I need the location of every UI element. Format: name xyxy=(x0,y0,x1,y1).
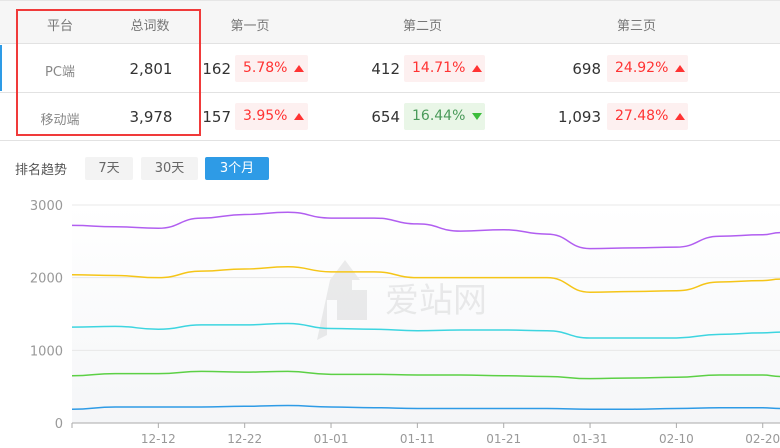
x-tick-label: 12-22 xyxy=(227,432,262,446)
page3-count: 1,093 xyxy=(558,108,601,126)
range-7d-button[interactable]: 7天 xyxy=(85,157,133,180)
change-badge: 16.44% xyxy=(404,103,485,130)
header-total: 总词数 xyxy=(130,19,170,34)
watermark-logo: 爱站网 xyxy=(317,260,487,340)
change-percent: 5.78% xyxy=(243,60,288,76)
x-tick-label: 01-31 xyxy=(573,432,608,446)
series-line-4 xyxy=(71,404,780,410)
series-line-3 xyxy=(71,370,780,380)
change-badge: 3.95% xyxy=(235,103,308,130)
arrow-down-icon xyxy=(472,112,483,120)
table-row[interactable]: 移动端 3,978 157 3.95% 654 16.44% 1,093 27.… xyxy=(0,93,780,141)
change-badge: 5.78% xyxy=(235,55,308,82)
platform-name: 移动端 xyxy=(40,113,80,128)
range-3m-button[interactable]: 3个月 xyxy=(205,157,269,180)
arrow-up-icon xyxy=(294,64,305,72)
series-line-0 xyxy=(71,211,780,250)
page1-count: 157 xyxy=(202,108,231,126)
x-tick-label: 01-01 xyxy=(314,432,349,446)
total-count: 3,978 xyxy=(129,108,173,126)
x-tick-label: 01-21 xyxy=(486,432,521,446)
change-percent: 16.44% xyxy=(412,108,466,124)
table-header: 平台 总词数 第一页 第二页 第三页 xyxy=(0,0,780,44)
change-percent: 27.48% xyxy=(615,108,669,124)
header-page2: 第二页 xyxy=(403,19,443,34)
page2-count: 412 xyxy=(371,60,400,78)
selected-row-indicator xyxy=(0,45,2,91)
series-line-1 xyxy=(71,266,780,293)
page2-count: 654 xyxy=(371,108,400,126)
total-count: 2,801 xyxy=(129,60,173,78)
y-tick-label: 3000 xyxy=(30,199,63,214)
x-tick-label: 01-11 xyxy=(400,432,435,446)
arrow-up-icon xyxy=(675,112,686,120)
highlight-box xyxy=(16,9,201,136)
ranking-trend-chart: 爱站网 0 1000 2000 3000 12-12 12-22 01-01 01-11 01-… xyxy=(30,199,780,446)
change-badge: 27.48% xyxy=(607,103,688,130)
header-page1: 第一页 xyxy=(230,19,270,34)
change-percent: 3.95% xyxy=(243,108,288,124)
arrow-up-icon xyxy=(675,64,686,72)
x-tick-label: 02-20 xyxy=(745,432,780,446)
plot-area xyxy=(72,205,780,423)
series-line-2 xyxy=(71,322,780,339)
change-percent: 24.92% xyxy=(615,60,669,76)
x-tick-label: 02-10 xyxy=(659,432,694,446)
page3-count: 698 xyxy=(572,60,601,78)
header-page3: 第三页 xyxy=(617,19,657,34)
y-tick-label: 2000 xyxy=(30,272,63,287)
change-badge: 24.92% xyxy=(607,55,688,82)
change-percent: 14.71% xyxy=(412,60,466,76)
x-tick-label: 12-12 xyxy=(141,432,176,446)
arrow-up-icon xyxy=(294,112,305,120)
range-30d-button[interactable]: 30天 xyxy=(141,157,198,180)
watermark-text: 爱站网 xyxy=(385,281,487,321)
y-tick-label: 0 xyxy=(55,417,63,432)
platform-name: PC端 xyxy=(45,65,75,80)
table-row[interactable]: PC端 2,801 162 5.78% 412 14.71% 698 24.92… xyxy=(0,45,780,93)
page1-count: 162 xyxy=(202,60,231,78)
header-platform: 平台 xyxy=(46,19,73,34)
change-badge: 14.71% xyxy=(404,55,485,82)
arrow-up-icon xyxy=(472,64,483,72)
trend-label: 排名趋势 xyxy=(15,163,68,178)
y-tick-label: 1000 xyxy=(30,344,63,359)
